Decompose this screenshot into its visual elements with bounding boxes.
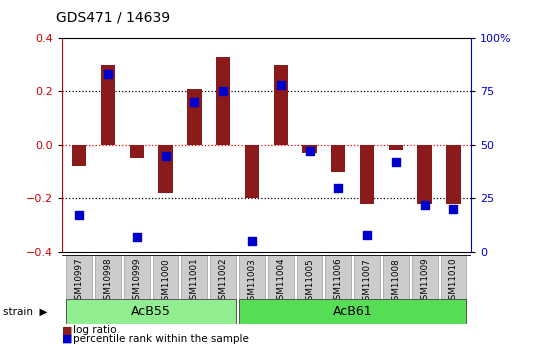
Point — [305, 149, 314, 154]
Point — [449, 206, 458, 212]
Bar — [325, 255, 351, 319]
Bar — [302, 145, 317, 153]
Bar — [239, 255, 265, 319]
Text: GSM11001: GSM11001 — [190, 258, 199, 305]
Bar — [66, 255, 92, 319]
Text: GSM10999: GSM10999 — [132, 258, 141, 305]
Text: GSM11010: GSM11010 — [449, 258, 458, 305]
Bar — [216, 57, 230, 145]
Bar — [331, 145, 345, 171]
Text: GSM11003: GSM11003 — [247, 258, 257, 306]
Text: log ratio: log ratio — [73, 325, 116, 335]
Text: strain  ▶: strain ▶ — [3, 306, 47, 316]
Point — [392, 159, 400, 165]
Bar — [447, 145, 461, 204]
Bar — [66, 299, 236, 324]
Bar — [181, 255, 207, 319]
Bar — [158, 145, 173, 193]
Point — [132, 234, 141, 240]
Point — [420, 202, 429, 208]
Point — [75, 213, 83, 218]
Text: GSM10997: GSM10997 — [75, 258, 83, 305]
Bar — [296, 255, 322, 319]
Text: GSM11000: GSM11000 — [161, 258, 170, 306]
Point — [247, 238, 256, 244]
Text: GSM10998: GSM10998 — [103, 258, 112, 305]
Bar — [273, 65, 288, 145]
Text: AcB55: AcB55 — [131, 305, 171, 318]
Text: GSM11002: GSM11002 — [218, 258, 228, 305]
Bar — [210, 255, 236, 319]
Bar — [441, 255, 466, 319]
Point — [363, 232, 371, 237]
Bar — [101, 65, 115, 145]
Text: GDS471 / 14639: GDS471 / 14639 — [56, 10, 171, 24]
Text: AcB61: AcB61 — [333, 305, 372, 318]
Bar — [245, 145, 259, 198]
Text: GSM11008: GSM11008 — [391, 258, 400, 306]
Text: GSM11009: GSM11009 — [420, 258, 429, 305]
Bar — [412, 255, 437, 319]
Point — [190, 99, 199, 105]
Text: GSM11005: GSM11005 — [305, 258, 314, 306]
Point — [277, 82, 285, 88]
Bar — [153, 255, 179, 319]
Point — [161, 153, 170, 158]
Bar — [417, 145, 432, 204]
Text: GSM11006: GSM11006 — [334, 258, 343, 305]
Point — [334, 185, 343, 190]
Bar — [72, 145, 86, 166]
Bar — [354, 255, 380, 319]
Text: percentile rank within the sample: percentile rank within the sample — [73, 334, 249, 344]
Bar — [187, 89, 202, 145]
Bar — [268, 255, 294, 319]
Point — [104, 71, 112, 77]
Bar — [95, 255, 121, 319]
Bar — [360, 145, 374, 204]
Bar — [130, 145, 144, 158]
Text: ■: ■ — [62, 325, 73, 335]
Bar — [388, 145, 403, 150]
Point — [219, 89, 228, 94]
Text: GSM11004: GSM11004 — [276, 258, 285, 305]
Text: GSM11007: GSM11007 — [363, 258, 372, 306]
Bar — [124, 255, 150, 319]
Bar — [239, 299, 466, 324]
Text: ■: ■ — [62, 334, 73, 344]
Bar — [383, 255, 409, 319]
